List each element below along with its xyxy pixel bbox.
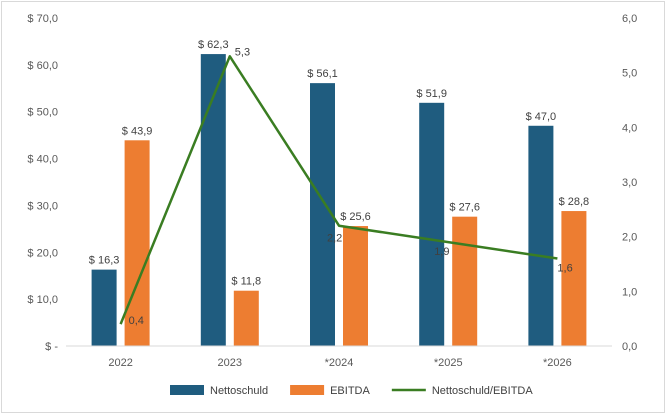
y-right-tick-label: 2,0 [622, 232, 637, 244]
y-right-tick-label: 4,0 [622, 122, 637, 134]
bar-data-label: $ 62,3 [198, 39, 229, 51]
x-tick-label: *2024 [325, 357, 354, 369]
line-data-label: 2,2 [327, 233, 342, 245]
x-tick-label: *2026 [543, 357, 572, 369]
line-data-label: 5,3 [235, 46, 250, 58]
bar-ebitda [343, 226, 368, 346]
y-left-tick-label: $ 60,0 [27, 60, 58, 72]
bar-data-label: $ 56,1 [307, 68, 338, 80]
legend-label: Nettoschuld/EBITDA [432, 385, 534, 397]
line-data-label: 1,9 [434, 246, 449, 258]
legend-label: EBITDA [330, 385, 370, 397]
bar-data-label: $ 28,8 [559, 196, 590, 208]
legend-swatch [170, 385, 204, 395]
legend-swatch [290, 385, 325, 395]
y-right-tick-label: 1,0 [622, 286, 637, 298]
y-left-tick-label: $ 30,0 [27, 200, 58, 212]
bar-nettoschuld [419, 102, 445, 346]
bar-data-label: $ 16,3 [89, 255, 120, 267]
y-left-tick-label: $ 10,0 [27, 294, 58, 306]
bar-data-label: $ 47,0 [526, 111, 557, 123]
line-data-label: 1,6 [557, 263, 572, 275]
y-right-tick-label: 0,0 [622, 341, 637, 353]
y-right-tick-label: 3,0 [622, 177, 637, 189]
y-right-tick-label: 6,0 [622, 13, 637, 25]
line-data-label: 0,4 [129, 315, 144, 327]
legend-label: Nettoschuld [210, 385, 268, 397]
y-right-tick-label: 5,0 [622, 68, 637, 80]
y-left-tick-label: $ 20,0 [27, 247, 58, 259]
bar-data-label: $ 51,9 [416, 88, 447, 100]
x-tick-label: *2025 [434, 357, 463, 369]
bar-data-label: $ 25,6 [340, 211, 371, 223]
line-nettoschuld-ebitda [119, 55, 558, 325]
bar-ebitda [233, 290, 259, 346]
x-tick-label: 2023 [218, 357, 242, 369]
x-tick-label: 2022 [108, 357, 132, 369]
bar-ebitda [124, 140, 150, 346]
bar-ebitda [452, 216, 478, 346]
bar-ebitda [561, 211, 587, 346]
bar-data-label: $ 27,6 [449, 202, 480, 214]
y-left-tick-label: $ 50,0 [27, 107, 58, 119]
bar-nettoschuld [528, 125, 554, 347]
bar-nettoschuld [91, 269, 117, 346]
y-left-tick-label: $ 70,0 [27, 13, 58, 25]
y-left-tick-label: $ - [45, 341, 58, 353]
y-left-tick-label: $ 40,0 [27, 154, 58, 166]
bar-nettoschuld [200, 54, 226, 347]
bar-data-label: $ 43,9 [122, 125, 153, 137]
bar-data-label: $ 11,8 [231, 276, 261, 288]
